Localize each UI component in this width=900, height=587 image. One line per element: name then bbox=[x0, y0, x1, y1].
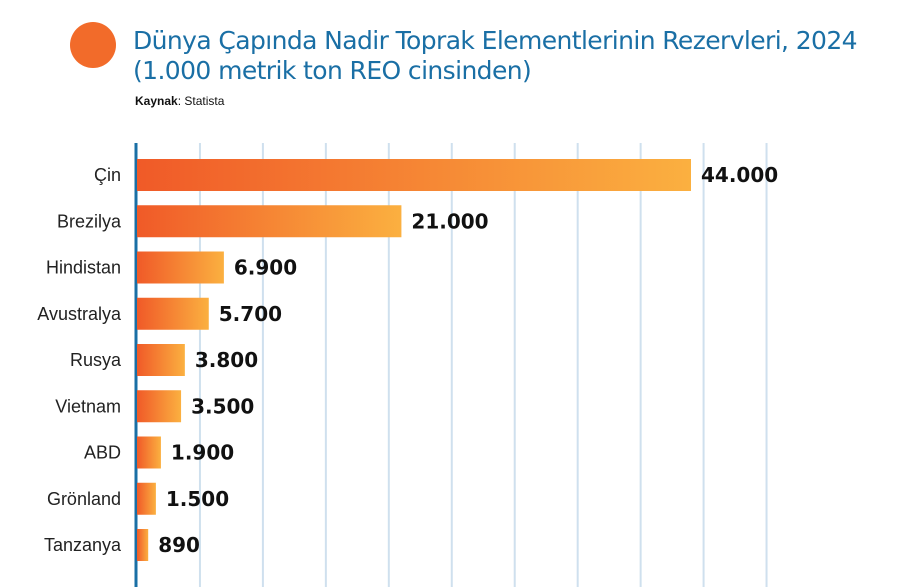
category-label: Çin bbox=[94, 165, 121, 185]
value-label: 21.000 bbox=[411, 209, 488, 233]
category-label: Brezilya bbox=[57, 211, 122, 231]
value-label: 6.900 bbox=[234, 256, 297, 280]
source-note: Kaynak: Statista bbox=[135, 94, 224, 108]
bar bbox=[137, 251, 224, 284]
title-dot-icon bbox=[70, 22, 116, 68]
bar bbox=[137, 344, 185, 376]
value-label: 3.500 bbox=[191, 394, 254, 418]
value-label: 44.000 bbox=[701, 163, 778, 187]
category-label: Vietnam bbox=[55, 396, 121, 416]
bar bbox=[137, 297, 209, 330]
bar bbox=[137, 390, 182, 423]
bar bbox=[137, 482, 156, 515]
category-label: Rusya bbox=[70, 350, 122, 370]
category-label: Grönland bbox=[47, 489, 121, 509]
source-separator: : bbox=[177, 94, 185, 108]
category-label: Tanzanya bbox=[44, 535, 122, 555]
title-line-2: (1.000 metrik ton REO cinsinden) bbox=[133, 56, 532, 85]
value-label: 5.700 bbox=[219, 302, 282, 326]
category-label: ABD bbox=[84, 443, 121, 463]
category-label: Hindistan bbox=[46, 258, 121, 278]
source-label: Kaynak bbox=[135, 94, 178, 108]
value-label: 1.500 bbox=[166, 487, 229, 511]
value-label: 1.900 bbox=[171, 441, 234, 465]
bar bbox=[137, 159, 691, 191]
title-line-1: Dünya Çapında Nadir Toprak Elementlerini… bbox=[133, 26, 858, 55]
bar bbox=[137, 436, 161, 469]
value-label: 3.800 bbox=[195, 348, 258, 372]
bar bbox=[137, 529, 149, 561]
chart-title: Dünya Çapında Nadir Toprak Elementlerini… bbox=[133, 26, 893, 86]
value-label: 890 bbox=[158, 533, 200, 557]
category-label: Avustralya bbox=[37, 304, 122, 324]
source-value: Statista bbox=[184, 94, 225, 108]
bar bbox=[137, 205, 402, 238]
